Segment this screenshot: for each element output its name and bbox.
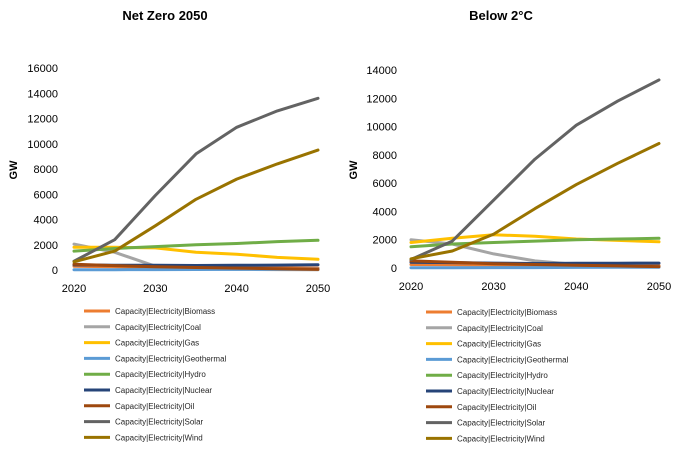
y-tick-label: 12000 — [27, 114, 58, 126]
chart-net-zero-2050: Net Zero 2050 GW 0 2000 4000 6000 8000 10000 1… — [8, 8, 330, 442]
series-line-wind — [72, 148, 320, 264]
x-tick-label: 2050 — [647, 281, 671, 293]
y-tick-label: 4000 — [373, 206, 397, 218]
y-axis-ticks: 0 2000 4000 6000 8000 10000 12000 14000 16000 — [27, 63, 58, 277]
series-line-oil — [72, 262, 320, 271]
legend-label: Capacity|Electricity|Solar — [115, 418, 204, 427]
legend-label: Capacity|Electricity|Wind — [457, 434, 545, 443]
y-axis-ticks: 0 2000 4000 6000 8000 10000 12000 14000 — [366, 65, 397, 275]
y-tick-label: 10000 — [366, 122, 397, 134]
x-tick-label: 2020 — [399, 281, 423, 293]
y-tick-label: 4000 — [34, 215, 58, 227]
y-tick-label: 12000 — [366, 93, 397, 105]
series-line-hydro — [409, 236, 661, 249]
chart-title: Below 2°C — [469, 8, 533, 23]
series-line-oil — [409, 259, 661, 269]
x-tick-label: 2050 — [306, 283, 330, 295]
series-line-solar — [409, 78, 661, 261]
legend: Capacity|Electricity|Biomass Capacity|Ele… — [426, 308, 569, 443]
legend-label: Capacity|Electricity|Coal — [457, 324, 543, 333]
y-tick-label: 8000 — [373, 150, 397, 162]
series-line-hydro — [72, 238, 320, 253]
y-tick-label: 14000 — [366, 65, 397, 77]
legend-label: Capacity|Electricity|Oil — [115, 402, 195, 411]
y-tick-label: 0 — [52, 265, 58, 277]
legend-label: Capacity|Electricity|Gas — [115, 339, 199, 348]
y-tick-label: 10000 — [27, 139, 58, 151]
legend-label: Capacity|Electricity|Geothermal — [115, 354, 227, 363]
legend-label: Capacity|Electricity|Coal — [115, 323, 201, 332]
legend-label: Capacity|Electricity|Nuclear — [457, 387, 554, 396]
legend: Capacity|Electricity|Biomass Capacity|Ele… — [84, 307, 227, 442]
legend-label: Capacity|Electricity|Hydro — [457, 371, 548, 380]
legend-label: Capacity|Electricity|Oil — [457, 403, 537, 412]
x-axis-ticks: 2020 2030 2040 2050 — [62, 283, 330, 295]
series-lines — [72, 96, 320, 272]
y-axis-label: GW — [348, 160, 360, 180]
y-tick-label: 0 — [391, 263, 397, 275]
y-tick-label: 2000 — [373, 235, 397, 247]
x-tick-label: 2030 — [143, 283, 167, 295]
legend-label: Capacity|Electricity|Solar — [457, 419, 546, 428]
legend-label: Capacity|Electricity|Biomass — [457, 308, 557, 317]
x-axis-ticks: 2020 2030 2040 2050 — [399, 281, 671, 293]
legend-label: Capacity|Electricity|Gas — [457, 340, 541, 349]
x-tick-label: 2040 — [224, 283, 248, 295]
legend-label: Capacity|Electricity|Nuclear — [115, 386, 212, 395]
x-tick-label: 2040 — [564, 281, 588, 293]
chart-below-2c: Below 2°C GW 0 2000 4000 6000 8000 10000 12000… — [348, 8, 671, 443]
legend-label: Capacity|Electricity|Geothermal — [457, 355, 569, 364]
y-tick-label: 14000 — [27, 88, 58, 100]
x-tick-label: 2020 — [62, 283, 86, 295]
y-axis-label: GW — [8, 160, 20, 180]
y-tick-label: 2000 — [34, 240, 58, 252]
series-line-solar — [72, 96, 320, 263]
series-line-wind — [409, 142, 661, 261]
x-tick-label: 2030 — [481, 281, 505, 293]
y-tick-label: 6000 — [373, 178, 397, 190]
legend-label: Capacity|Electricity|Biomass — [115, 307, 215, 316]
y-tick-label: 8000 — [34, 164, 58, 176]
y-tick-label: 16000 — [27, 63, 58, 75]
y-tick-label: 6000 — [34, 189, 58, 201]
legend-label: Capacity|Electricity|Wind — [115, 433, 203, 442]
legend-label: Capacity|Electricity|Hydro — [115, 370, 206, 379]
series-lines — [409, 78, 661, 270]
chart-title: Net Zero 2050 — [122, 8, 207, 23]
